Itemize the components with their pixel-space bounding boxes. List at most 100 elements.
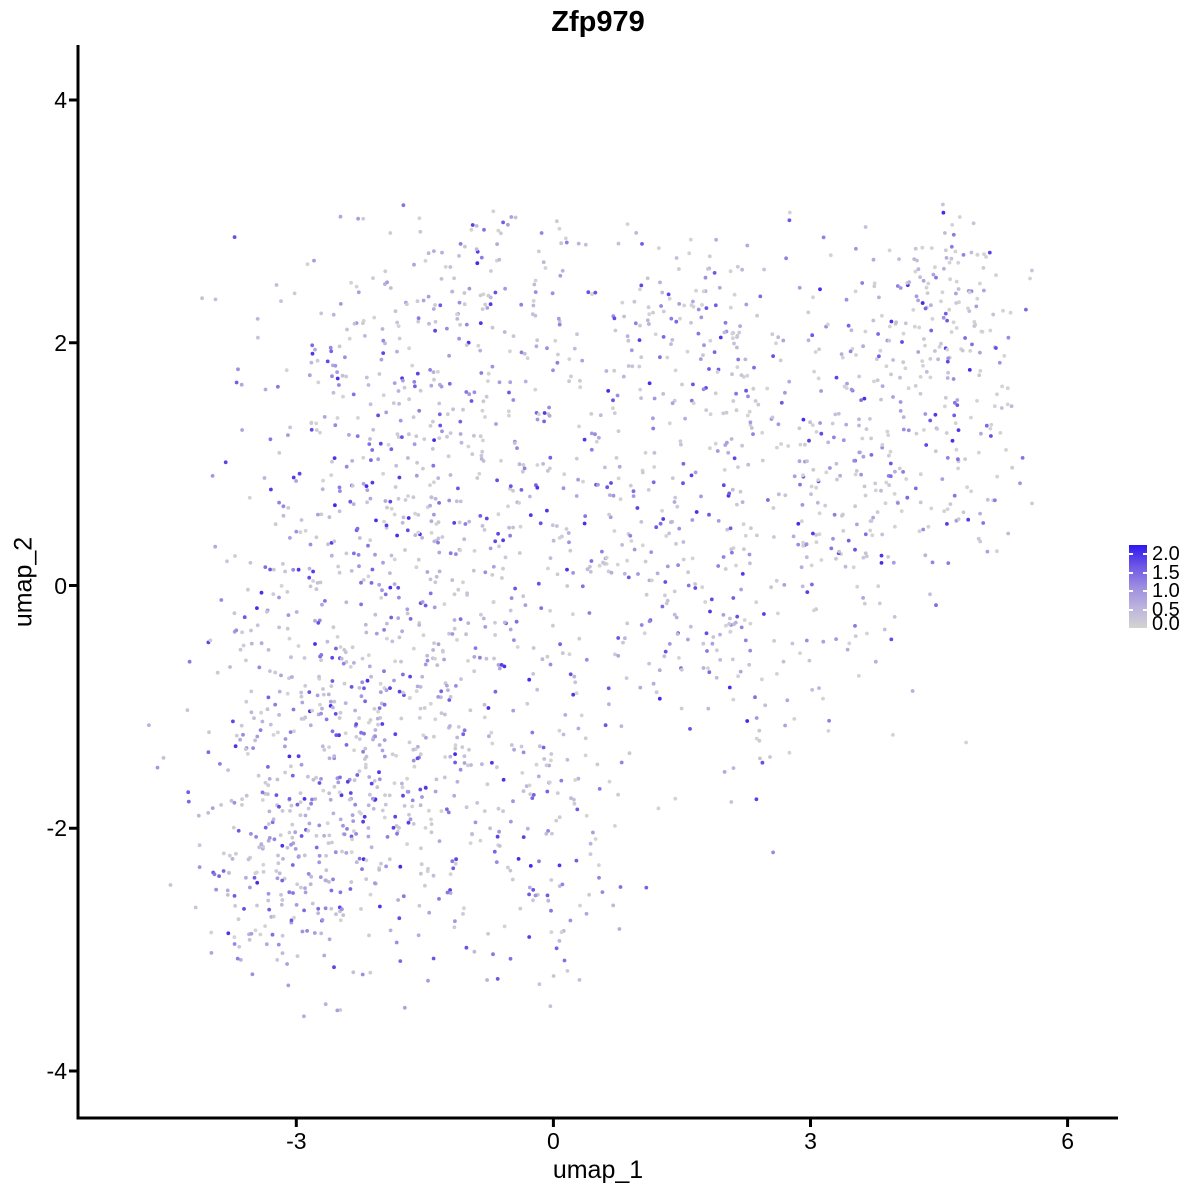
- data-point: [903, 321, 908, 326]
- data-point: [744, 388, 748, 393]
- data-point: [292, 291, 297, 296]
- data-point: [917, 325, 922, 330]
- data-point: [950, 223, 955, 227]
- data-point: [662, 654, 667, 659]
- data-point: [452, 626, 457, 631]
- data-point: [754, 736, 759, 741]
- data-point: [1000, 384, 1004, 389]
- data-point: [303, 528, 308, 533]
- data-point: [340, 849, 344, 854]
- data-point: [612, 368, 617, 373]
- data-point: [860, 281, 865, 285]
- data-point: [408, 817, 413, 822]
- data-point: [249, 931, 254, 936]
- data-point: [405, 607, 410, 612]
- data-point: [708, 609, 712, 614]
- data-point: [433, 328, 437, 333]
- data-point: [277, 625, 281, 630]
- data-point: [416, 530, 421, 535]
- data-point: [311, 777, 316, 782]
- data-point: [291, 475, 296, 480]
- data-point: [502, 330, 507, 334]
- data-point: [437, 501, 441, 505]
- data-point: [992, 404, 997, 409]
- data-point: [257, 665, 262, 670]
- data-point: [572, 801, 577, 806]
- data-point: [949, 256, 954, 261]
- data-point: [330, 374, 334, 379]
- data-point: [392, 781, 397, 785]
- data-point: [396, 585, 401, 590]
- data-point: [898, 286, 903, 290]
- data-point: [464, 390, 469, 394]
- data-point: [533, 387, 538, 392]
- data-point: [810, 582, 814, 587]
- data-point: [287, 830, 292, 835]
- data-point: [432, 438, 436, 442]
- data-point: [413, 384, 417, 389]
- data-point: [994, 346, 998, 350]
- data-point: [455, 312, 459, 317]
- data-point: [922, 428, 926, 432]
- data-point: [454, 552, 458, 556]
- data-point: [313, 618, 317, 623]
- data-point: [458, 242, 463, 246]
- data-point: [530, 312, 535, 317]
- data-point: [557, 815, 562, 820]
- data-point: [466, 659, 470, 663]
- data-point: [281, 562, 285, 566]
- data-point: [776, 422, 781, 427]
- data-point: [278, 833, 283, 837]
- data-point: [597, 563, 602, 568]
- data-point: [349, 834, 354, 839]
- data-point: [324, 878, 328, 883]
- data-point: [690, 556, 695, 561]
- data-point: [343, 355, 347, 360]
- data-point: [306, 872, 311, 876]
- data-point: [407, 740, 412, 745]
- data-point: [907, 280, 912, 284]
- data-point: [564, 527, 569, 531]
- data-point: [420, 674, 425, 679]
- data-point: [344, 743, 349, 747]
- data-point: [706, 666, 710, 670]
- data-point: [394, 940, 399, 945]
- data-point: [438, 423, 443, 428]
- data-point: [373, 728, 378, 732]
- data-point: [880, 532, 885, 537]
- data-point: [397, 336, 402, 341]
- data-point: [734, 408, 739, 413]
- data-point: [350, 459, 355, 463]
- data-point: [290, 822, 295, 827]
- data-point: [735, 345, 739, 350]
- data-point: [821, 696, 825, 701]
- data-point: [611, 493, 616, 498]
- data-point: [483, 570, 488, 575]
- data-point: [838, 473, 842, 478]
- data-point: [431, 956, 436, 961]
- data-point: [511, 708, 516, 713]
- data-point: [296, 567, 301, 572]
- data-point: [906, 428, 911, 433]
- data-point: [625, 222, 630, 227]
- data-point: [275, 958, 280, 962]
- data-point: [677, 526, 682, 531]
- data-point: [561, 486, 566, 491]
- data-point: [682, 303, 687, 308]
- data-point: [568, 918, 573, 923]
- data-point: [625, 621, 630, 626]
- colorbar-label: 0.0: [1152, 613, 1180, 635]
- data-point: [437, 550, 442, 555]
- data-point: [736, 674, 740, 679]
- data-point: [956, 517, 961, 521]
- data-point: [877, 354, 881, 359]
- data-point: [975, 253, 980, 257]
- data-point: [558, 642, 562, 647]
- data-point: [521, 789, 526, 793]
- data-point: [397, 635, 402, 640]
- data-point: [931, 272, 936, 277]
- data-point: [661, 517, 666, 521]
- data-point: [494, 422, 498, 426]
- data-point: [612, 529, 617, 533]
- data-point: [478, 434, 483, 439]
